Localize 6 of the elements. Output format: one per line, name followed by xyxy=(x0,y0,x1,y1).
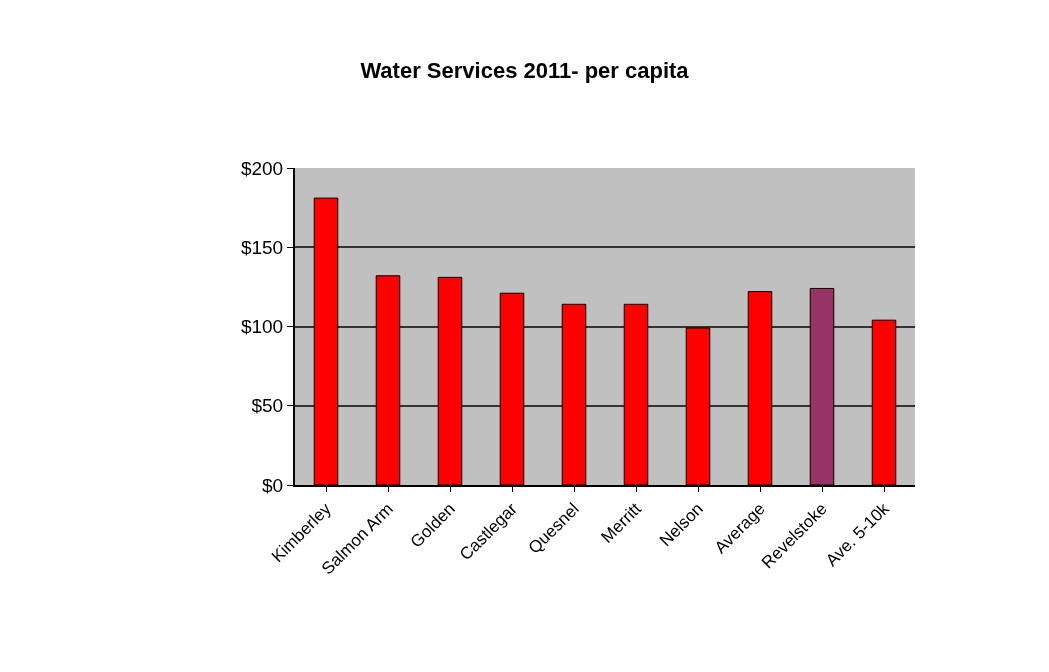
y-tick-label: $50 xyxy=(251,395,284,417)
y-tick-label: $200 xyxy=(240,157,284,179)
y-tick-label: $0 xyxy=(262,474,284,496)
y-tick-label: $100 xyxy=(240,316,284,338)
chart-title: Water Services 2011- per capita xyxy=(360,57,690,83)
y-tick-label: $150 xyxy=(240,236,284,258)
